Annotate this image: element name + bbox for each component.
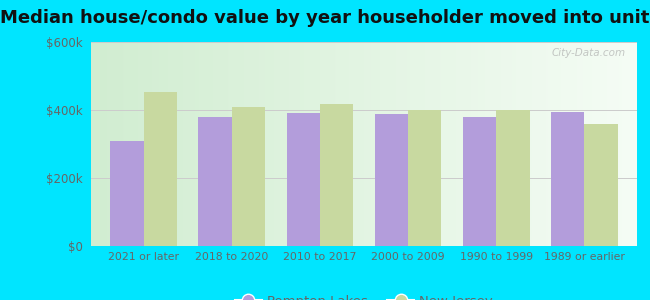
Bar [287,113,320,246]
Bar [408,110,441,246]
Bar [463,118,496,246]
Bar [584,124,618,246]
Text: City-Data.com: City-Data.com [552,48,626,58]
Legend: Pompton Lakes, New Jersey: Pompton Lakes, New Jersey [230,289,498,300]
Bar [374,114,408,246]
Bar [144,92,177,246]
Bar [232,107,265,246]
Bar [198,118,232,246]
Text: Median house/condo value by year householder moved into unit: Median house/condo value by year househo… [0,9,650,27]
Bar [111,141,144,246]
Bar [551,112,584,246]
Bar [320,104,354,246]
Bar [496,110,530,246]
